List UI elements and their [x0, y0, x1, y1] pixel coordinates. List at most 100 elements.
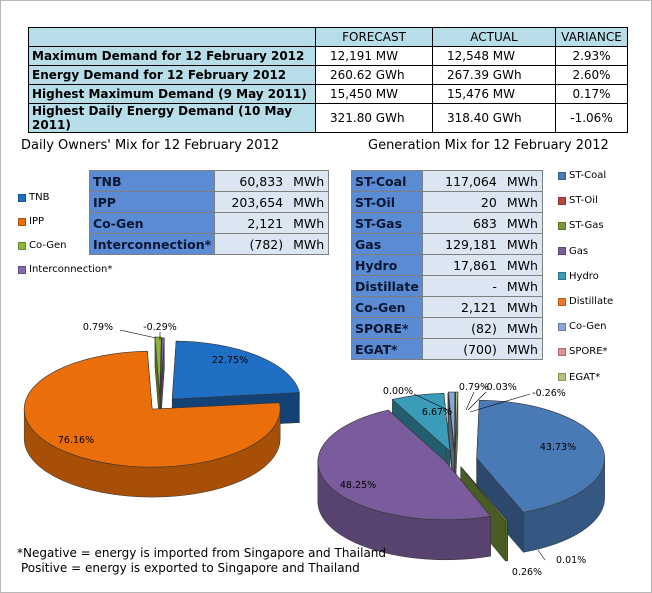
legend-label: Co-Gen — [569, 321, 607, 333]
pie-group: 22.75% 76.16% 0.79% -0.29% — [23, 322, 300, 498]
mix-unit: MWh — [502, 254, 543, 276]
leader-line — [467, 391, 487, 411]
pie-slice-gas — [317, 409, 492, 521]
mix-row: ST-Coal 117,064 MWh — [351, 170, 543, 192]
percent-label: -0.03% — [483, 382, 517, 393]
generation-mix-table: ST-Coal 117,064 MWh ST-Oil 20 MWh ST-Gas 683 MWh… — [351, 170, 543, 360]
mix-source-label: ST-Gas — [351, 212, 423, 234]
pie-slice-st-coal — [476, 399, 605, 513]
percent-label: 0.00% — [383, 386, 413, 397]
pie-tops — [23, 336, 300, 468]
mix-source-label: IPP — [88, 191, 216, 213]
legend-entry: Hydro — [558, 271, 599, 282]
mix-row: ST-Gas 683 MWh — [351, 212, 543, 234]
header-variance: VARIANCE — [555, 27, 628, 47]
legend-label: ST-Oil — [569, 195, 598, 207]
legend-entry: IPP — [18, 216, 44, 227]
variance-value: -1.06% — [555, 103, 628, 133]
actual-value: 267.39 GWh — [432, 65, 556, 85]
percent-label: 0.01% — [556, 555, 586, 566]
mix-unit: MWh — [502, 233, 543, 255]
pie-slice-st-gas — [460, 466, 508, 522]
variance-value: 2.93% — [555, 46, 628, 66]
legend-entry: Co-Gen — [558, 321, 607, 332]
demand-summary-table: FORECAST ACTUAL VARIANCE Maximum Demand … — [28, 27, 628, 133]
summary-row: Highest Daily Energy Demand (10 May 2011… — [28, 103, 628, 133]
legend-swatch — [558, 347, 566, 356]
legend-label: Interconnection* — [29, 264, 113, 275]
mix-energy-value: 60,833 — [214, 170, 290, 192]
legend-entry: TNB — [18, 192, 49, 203]
pie-slice-co-gen — [154, 336, 162, 396]
percent-label: 76.16% — [58, 435, 94, 446]
mix-energy-value: 117,064 — [421, 170, 503, 192]
legend-swatch — [558, 171, 566, 180]
mix-row: EGAT* (700) MWh — [351, 338, 543, 360]
mix-unit: MWh — [502, 317, 543, 339]
percent-label: 6.67% — [422, 407, 452, 418]
legend-entry: SPORE* — [558, 346, 608, 357]
pie-slice-co-gen — [448, 391, 456, 451]
legend-label: IPP — [29, 216, 45, 227]
percent-label: 43.73% — [540, 442, 576, 453]
mix-energy-value: 683 — [421, 212, 503, 234]
leader-line — [465, 391, 475, 411]
row-label: Highest Daily Energy Demand (10 May 2011… — [28, 103, 316, 133]
pie-slice-distillate — [447, 392, 455, 451]
legend-swatch — [18, 217, 26, 226]
mix-unit: MWh — [289, 170, 330, 192]
leader-line — [119, 329, 157, 339]
pie-slice-egat- — [454, 391, 459, 451]
mix-source-label: Co-Gen — [351, 296, 423, 318]
mix-source-label: ST-Oil — [351, 191, 423, 213]
percent-label: -0.29% — [143, 322, 177, 333]
legend-swatch — [18, 193, 26, 202]
generation-mix-title: Generation Mix for 12 February 2012 — [368, 138, 609, 153]
legend-label: EGAT* — [569, 371, 601, 383]
mix-unit: MWh — [502, 275, 543, 297]
mix-source-label: ST-Coal — [351, 170, 423, 192]
mix-unit: MWh — [502, 212, 543, 234]
leader-line — [469, 393, 531, 413]
percent-label: -0.26% — [532, 388, 566, 399]
mix-unit: MWh — [289, 191, 330, 213]
owners-mix-title: Daily Owners' Mix for 12 February 2012 — [21, 138, 280, 153]
legend-entry: ST-Coal — [558, 170, 606, 181]
mix-unit: MWh — [502, 338, 543, 360]
legend-swatch — [558, 272, 566, 281]
legend-swatch — [18, 265, 26, 274]
mix-energy-value: 2,121 — [421, 296, 503, 318]
summary-row: Maximum Demand for 12 February 2012 12,1… — [28, 46, 628, 66]
note-positive: Positive = energy is exported to Singapo… — [21, 561, 360, 575]
row-label: Energy Demand for 12 February 2012 — [28, 65, 316, 85]
mix-source-label: Gas — [351, 233, 423, 255]
mix-row: Interconnection* (782) MWh — [88, 233, 330, 255]
pie-slice-interconnection- — [160, 337, 165, 396]
mix-source-label: Distillate — [351, 275, 423, 297]
legend-label: TNB — [29, 192, 50, 203]
legend-label: Distillate — [569, 296, 614, 307]
legend-entry: Distillate — [558, 296, 613, 307]
legend-swatch — [558, 221, 566, 230]
percent-label: 0.79% — [83, 322, 113, 333]
leader-line — [413, 393, 453, 413]
mix-energy-value: (782) — [214, 233, 290, 255]
mix-source-label: SPORE* — [351, 317, 423, 339]
legend-entry: Interconnection* — [18, 264, 112, 275]
legend-swatch — [18, 241, 26, 250]
mix-unit: MWh — [289, 212, 330, 234]
mix-row: SPORE* (82) MWh — [351, 317, 543, 339]
legend-label: Co-Gen — [29, 240, 67, 251]
mix-energy-value: (82) — [421, 317, 503, 339]
percent-label: 22.75% — [212, 355, 248, 366]
mix-source-label: EGAT* — [351, 338, 423, 360]
legend-swatch — [558, 196, 566, 205]
legend-entry: EGAT* — [558, 372, 600, 383]
mix-row: Distillate - MWh — [351, 275, 543, 297]
legend-swatch — [558, 322, 566, 331]
legend-swatch — [558, 247, 566, 256]
legend-swatch — [558, 373, 566, 382]
note-negative: *Negative = energy is imported from Sing… — [17, 546, 387, 560]
legend-entry: Co-Gen — [18, 240, 67, 251]
